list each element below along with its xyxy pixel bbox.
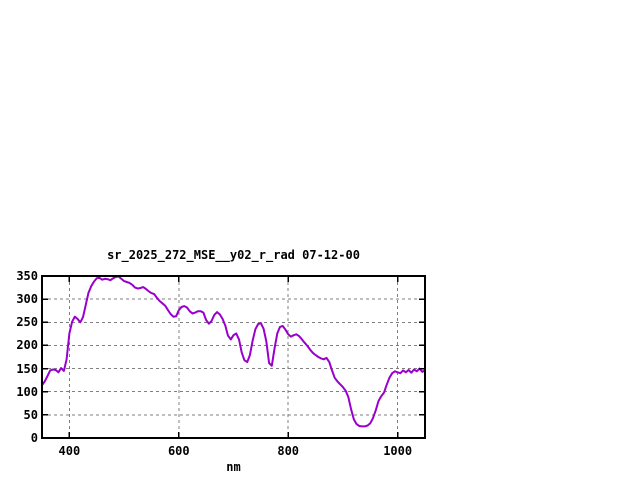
y-tick-label: 150 <box>16 361 38 376</box>
y-tick-label: 0 <box>30 431 38 445</box>
y-tick-label: 250 <box>16 315 38 330</box>
y-tick-label: 100 <box>16 384 38 399</box>
x-axis-unit-label: nm <box>226 460 241 474</box>
x-tick-label: 800 <box>277 444 300 458</box>
spectral-curve <box>41 275 426 428</box>
x-tick-label: 1000 <box>383 444 413 458</box>
y-tick-label: 300 <box>16 292 38 307</box>
y-tick-label: 50 <box>23 407 38 422</box>
x-tick-label: 600 <box>167 444 190 458</box>
chart-title: sr_2025_272_MSE__y02_r_rad 07-12-00 <box>107 248 360 262</box>
y-tick-label: 200 <box>16 338 38 353</box>
y-tick-label: 350 <box>16 269 38 283</box>
plot-border <box>41 275 426 439</box>
x-tick-label: 400 <box>58 444 81 458</box>
